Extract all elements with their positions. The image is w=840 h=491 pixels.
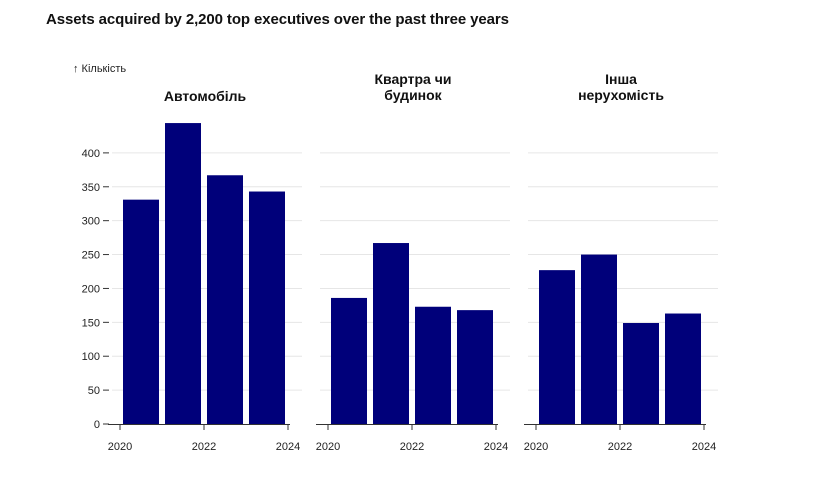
- bar: [207, 175, 243, 424]
- bar: [165, 123, 201, 425]
- facet-title: Інша: [605, 71, 637, 87]
- x-tick-label: 2022: [608, 441, 632, 453]
- x-tick-label: 2022: [192, 441, 216, 453]
- x-tick-label: 2024: [692, 441, 716, 453]
- x-tick-label: 2020: [524, 441, 548, 453]
- bar: [331, 297, 367, 424]
- y-tick-label: 0: [94, 419, 100, 431]
- bar: [581, 254, 617, 424]
- facet-title: Автомобіль: [164, 88, 247, 104]
- y-tick-label: 200: [82, 283, 100, 295]
- facet-title: нерухомість: [578, 87, 664, 103]
- y-tick-label: 300: [82, 216, 100, 228]
- bar: [123, 199, 159, 424]
- y-tick-label: 50: [88, 385, 100, 397]
- bar: [623, 323, 659, 424]
- chart-title: Assets acquired by 2,200 top executives …: [46, 11, 509, 28]
- bar: [539, 270, 575, 424]
- x-tick-label: 2020: [108, 441, 132, 453]
- y-tick-label: 150: [82, 317, 100, 329]
- y-tick-label: 350: [82, 182, 100, 194]
- bar: [457, 310, 493, 424]
- y-tick-label: 100: [82, 351, 100, 363]
- x-tick-label: 2022: [400, 441, 424, 453]
- y-tick-label: 400: [82, 148, 100, 160]
- bar: [415, 306, 451, 424]
- facet-title: Квартра чи: [375, 71, 452, 87]
- x-tick-label: 2024: [484, 441, 508, 453]
- y-tick-label: 250: [82, 250, 100, 262]
- bar: [249, 191, 285, 424]
- x-tick-label: 2020: [316, 441, 340, 453]
- bar: [665, 313, 701, 424]
- x-tick-label: 2024: [276, 441, 300, 453]
- y-axis-label: ↑ Кількість: [73, 63, 126, 75]
- bar: [373, 243, 409, 424]
- facet-title: будинок: [384, 87, 442, 103]
